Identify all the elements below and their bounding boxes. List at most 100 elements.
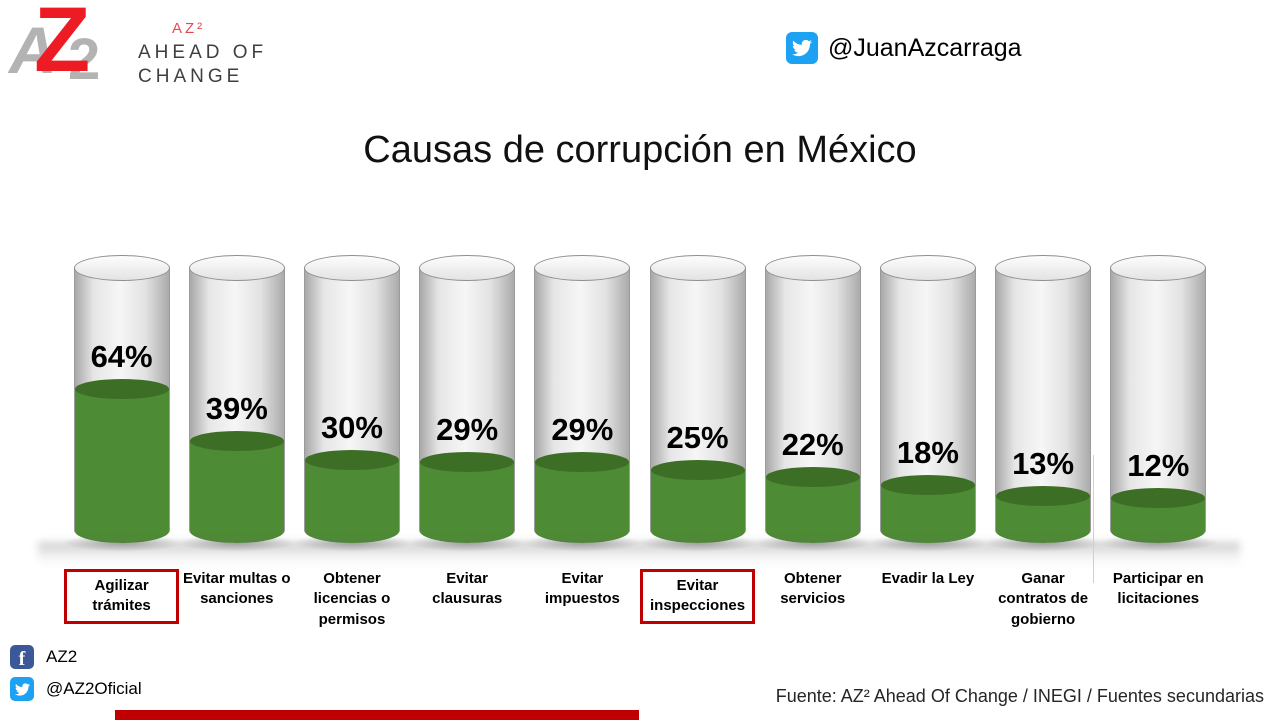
category-label-text: Evitar clausuras	[432, 570, 503, 608]
cylinder-top-ellipse	[649, 255, 746, 281]
bottom-accent-bar	[115, 710, 639, 720]
cylinder-tube: 18%	[865, 255, 990, 552]
category-label-text: Obtener servicios	[780, 570, 846, 608]
category-label-text: Evadir la Ley	[881, 570, 975, 587]
cylinder-fill	[650, 460, 745, 543]
cylinder-top-ellipse	[764, 255, 861, 281]
brand-line2: CHANGE	[138, 65, 244, 87]
category-label-text-highlighted: Agilizar trámites	[64, 569, 180, 624]
chart-column: 30% Obtener licencias o permisos	[289, 255, 414, 630]
background-divider-line	[1093, 455, 1094, 583]
chart-column: 39% Evitar multas o sanciones	[174, 255, 299, 630]
cylinder-fill-top	[189, 431, 284, 451]
cylinder-fill-top	[650, 460, 745, 480]
bar-value-label: 39%	[205, 391, 268, 426]
chart-column: 12% Participar en licitaciones	[1096, 255, 1221, 630]
cylinder-tube: 12%	[1096, 255, 1221, 552]
bar-value-label: 13%	[1012, 446, 1075, 481]
bar-value-label: 64%	[90, 339, 153, 374]
header-twitter-text: @JuanAzcarraga	[828, 33, 1022, 62]
cylinder-tube: 30%	[289, 255, 414, 552]
category-label-text: Ganar contratos de gobierno	[998, 570, 1089, 628]
bar-value-label: 29%	[436, 412, 499, 447]
chart-column: 13% Ganar contratos de gobierno	[981, 255, 1106, 630]
facebook-icon: f	[10, 645, 34, 670]
footer-facebook-label: AZ2	[46, 647, 78, 666]
twitter-icon	[10, 677, 34, 701]
footer-twitter[interactable]: @AZ2Oficial	[10, 677, 142, 701]
cylinder-fill	[74, 379, 169, 543]
category-label: Evitar clausuras	[410, 569, 525, 610]
bar-value-label: 22%	[781, 427, 844, 462]
page-title: Causas de corrupción en México	[363, 129, 917, 172]
category-label-text: Participar en licitaciones	[1112, 570, 1204, 608]
footer-twitter-label: @AZ2Oficial	[46, 679, 142, 698]
cylinder-fill-top	[880, 475, 975, 495]
category-label: Evitar impuestos	[525, 569, 640, 610]
category-label: Ganar contratos de gobierno	[986, 569, 1101, 630]
chart-column: 29% Evitar impuestos	[520, 255, 645, 630]
cylinder-chart: 64% Agilizar trámites 39% Evitar multas o s…	[59, 255, 1221, 630]
chart-column: 18% Evadir la Ley	[865, 255, 990, 630]
floor-shadow	[38, 542, 1240, 568]
category-label-text: Evitar multas o sanciones	[183, 570, 291, 608]
cylinder-fill	[996, 486, 1091, 543]
bar-value-label: 18%	[896, 435, 959, 470]
chart-column: 22% Obtener servicios	[750, 255, 875, 630]
cylinder-top-ellipse	[419, 255, 516, 281]
logo-letter-z: Z	[34, 0, 91, 91]
cylinder-fill-top	[996, 486, 1091, 506]
cylinder-fill	[189, 431, 284, 543]
cylinder-tube: 25%	[635, 255, 760, 552]
source-attribution: Fuente: AZ² Ahead Of Change / INEGI / Fu…	[775, 686, 1264, 706]
cylinder-tube: 22%	[750, 255, 875, 552]
cylinder-top-ellipse	[534, 255, 631, 281]
cylinder-fill	[304, 450, 399, 543]
brand-line1: AHEAD OF	[138, 42, 268, 63]
cylinder-fill-top	[765, 467, 860, 487]
chart-column: 64% Agilizar trámites	[59, 255, 184, 630]
cylinder-tube: 64%	[59, 255, 184, 552]
chart-column: 29% Evitar clausuras	[405, 255, 530, 630]
chart-column: 25% Evitar inspecciones	[635, 255, 760, 630]
category-label-text-highlighted: Evitar inspecciones	[639, 569, 756, 624]
category-label-text: Evitar impuestos	[544, 570, 620, 608]
footer-facebook[interactable]: f AZ2	[10, 645, 78, 670]
bar-value-label: 29%	[551, 412, 614, 447]
twitter-icon	[786, 32, 818, 64]
category-label: Evitar multas o sanciones	[179, 569, 294, 610]
cylinder-top-ellipse	[73, 255, 170, 281]
category-label: Participar en licitaciones	[1101, 569, 1216, 610]
category-label-text: Obtener licencias o permisos	[313, 570, 391, 628]
cylinder-fill-top	[74, 379, 169, 399]
category-label: Obtener licencias o permisos	[294, 569, 409, 630]
header-twitter-handle[interactable]: @JuanAzcarraga	[786, 32, 1022, 64]
az2-logo: A 2 Z AZ² AHEAD OF CHANGE	[3, 0, 340, 96]
brand-short: AZ²	[172, 20, 206, 37]
cylinder-top-ellipse	[188, 255, 285, 281]
cylinder-top-ellipse	[1110, 255, 1207, 281]
category-label: Evitar inspecciones	[639, 569, 756, 624]
bar-value-label: 30%	[320, 410, 383, 445]
category-label: Agilizar trámites	[64, 569, 180, 624]
category-label: Evadir la Ley	[870, 569, 985, 589]
az2-logo-text: AZ² AHEAD OF CHANGE	[138, 20, 267, 89]
cylinder-top-ellipse	[303, 255, 400, 281]
cylinder-fill	[1111, 488, 1206, 543]
cylinder-tube: 29%	[520, 255, 645, 552]
cylinder-tube: 29%	[405, 255, 530, 552]
cylinder-fill	[765, 467, 860, 543]
cylinder-tube: 39%	[174, 255, 299, 552]
cylinder-tube: 13%	[981, 255, 1106, 552]
cylinder-fill	[420, 452, 515, 543]
cylinder-fill-top	[535, 452, 630, 472]
cylinder-top-ellipse	[995, 255, 1092, 281]
cylinder-fill-top	[420, 452, 515, 472]
cylinder-fill	[880, 475, 975, 543]
cylinder-fill-top	[1111, 488, 1206, 508]
bar-value-label: 25%	[666, 420, 729, 455]
cylinder-top-ellipse	[879, 255, 976, 281]
cylinder-fill-top	[304, 450, 399, 470]
cylinder-fill	[535, 452, 630, 543]
